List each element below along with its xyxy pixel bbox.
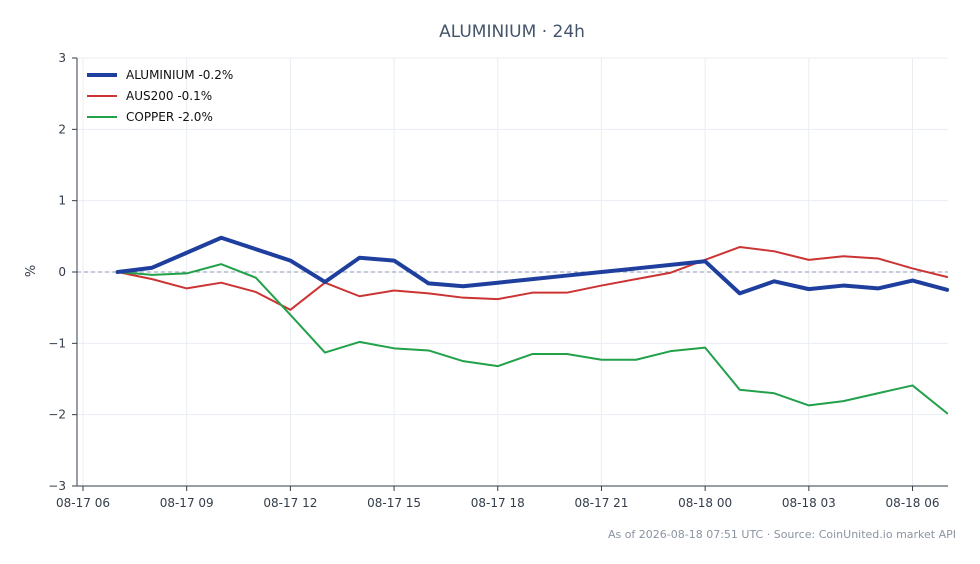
y-axis-label: % <box>24 265 39 277</box>
footer-source: As of 2026-08-18 07:51 UTC · Source: Coi… <box>608 528 956 541</box>
series-line-aluminium <box>115 235 950 296</box>
legend-label: AUS200 -0.1% <box>126 89 212 103</box>
x-tick-label: 08-17 18 <box>471 496 525 510</box>
x-axis-ticks: 08-17 06 08-17 09 08-17 12 08-17 15 08-17 18… <box>56 486 940 510</box>
chart-title: ALUMINIUM · 24h <box>439 22 585 42</box>
x-tick-label: 08-18 00 <box>678 496 732 510</box>
y-tick-label: 2 <box>58 122 66 136</box>
y-tick-label: 3 <box>58 51 66 65</box>
x-tick-label: 08-17 09 <box>160 496 214 510</box>
y-axis-ticks: 3 2 1 0 −1 −2 −3 <box>48 51 77 493</box>
legend: ALUMINIUM -0.2% AUS200 -0.1% COPPER -2.0% <box>87 68 233 124</box>
legend-label: COPPER -2.0% <box>126 110 213 124</box>
x-tick-label: 08-17 21 <box>574 496 628 510</box>
series-line-aus200 <box>116 246 949 311</box>
x-tick-label: 08-17 15 <box>367 496 421 510</box>
x-tick-label: 08-18 06 <box>886 496 940 510</box>
legend-label: ALUMINIUM -0.2% <box>126 68 233 82</box>
y-tick-label: 1 <box>58 194 66 208</box>
x-tick-label: 08-17 12 <box>263 496 317 510</box>
y-tick-label: −1 <box>48 336 66 350</box>
series-line-copper <box>116 263 949 415</box>
y-tick-label: −3 <box>48 479 66 493</box>
x-tick-label: 08-18 03 <box>782 496 836 510</box>
series-group <box>115 235 950 415</box>
y-tick-label: −2 <box>48 408 66 422</box>
y-tick-label: 0 <box>58 265 66 279</box>
x-tick-label: 08-17 06 <box>56 496 110 510</box>
